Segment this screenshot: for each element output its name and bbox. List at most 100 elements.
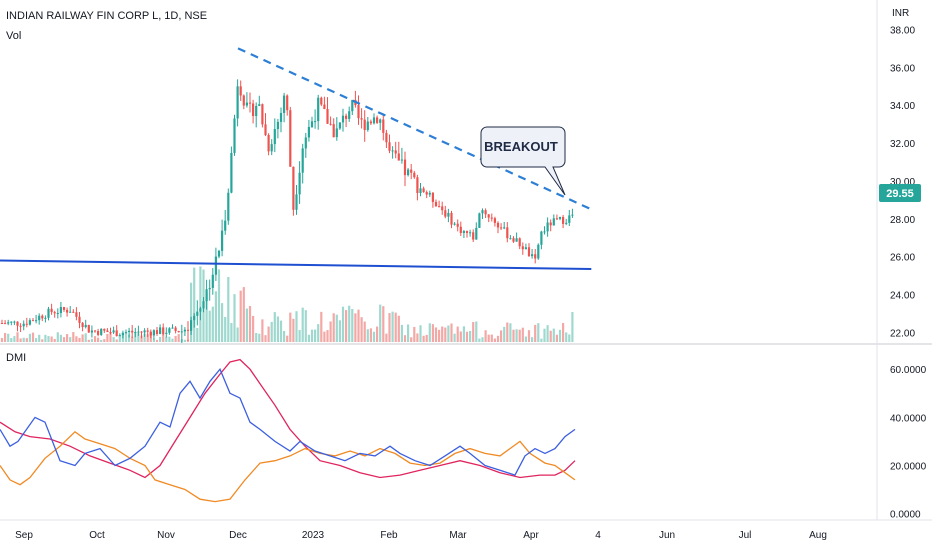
candle-body — [211, 274, 214, 288]
candle-body — [286, 95, 289, 111]
volume-bar — [391, 311, 394, 342]
candle-body — [134, 332, 137, 334]
volume-bar — [332, 313, 335, 342]
volume-bar — [354, 313, 357, 342]
candle-body — [515, 238, 518, 242]
candle-body — [478, 213, 481, 228]
volume-bar — [456, 326, 459, 342]
di-plus-line — [0, 367, 576, 476]
callout-bubble — [480, 126, 566, 196]
candle-body — [518, 238, 521, 247]
volume-bar — [221, 303, 224, 342]
candle-body — [428, 192, 431, 195]
volume-bar — [44, 334, 47, 342]
volume-bar — [329, 321, 332, 342]
volume-bar — [503, 326, 506, 342]
volume-bar — [496, 335, 500, 342]
dmi-axis[interactable]: 0.0000 20.0000 40.0000 60.0000 — [890, 365, 927, 520]
volume-bar — [224, 316, 227, 342]
resistance-trendline[interactable] — [237, 47, 592, 211]
candle-body — [481, 210, 484, 214]
time-tick-label: Dec — [229, 530, 247, 541]
volume-bar — [41, 339, 44, 342]
symbol-title[interactable]: INDIAN RAILWAY FIN CORP L, 1D, NSE — [6, 10, 208, 22]
candle-body — [81, 322, 84, 328]
candle-body — [558, 216, 562, 219]
volume-indicator-label[interactable]: Vol — [6, 30, 22, 42]
candle-body — [47, 308, 50, 318]
volume-bar — [276, 316, 279, 342]
candle-body — [103, 328, 106, 331]
candle-body — [357, 105, 360, 119]
candle-body — [4, 323, 7, 325]
candle-body — [472, 232, 475, 240]
drawing-lines[interactable] — [0, 47, 592, 271]
volume-bar — [13, 336, 16, 342]
candle-body — [252, 103, 255, 117]
candle-body — [397, 153, 400, 161]
volume-bar — [506, 322, 509, 342]
breakout-callout[interactable]: BREAKOUT — [480, 126, 566, 196]
candle-body — [87, 324, 90, 333]
candle-body — [407, 169, 410, 176]
volume-bar — [568, 334, 571, 342]
time-axis[interactable]: Sep Oct Nov Dec 2023 Feb Mar Apr 4 Jun Jul Aug — [15, 530, 827, 541]
candle-body — [453, 223, 456, 225]
candle-body — [307, 126, 310, 138]
volume-bar — [388, 313, 391, 342]
volume-bar — [72, 332, 75, 342]
volume-bar — [431, 324, 434, 342]
volume-bar — [351, 308, 354, 342]
volume-bar — [50, 336, 53, 342]
candle-body — [326, 109, 329, 124]
volume-bar — [7, 333, 10, 342]
candle-body — [456, 223, 459, 227]
dmi-lines — [0, 358, 576, 503]
candle-body — [394, 150, 397, 154]
candle-body — [496, 222, 500, 228]
volume-bar — [493, 338, 496, 342]
candle-body — [62, 307, 66, 310]
volume-bar — [537, 323, 540, 342]
candle-body — [279, 112, 283, 122]
support-line[interactable] — [0, 259, 592, 271]
volume-bar — [472, 322, 475, 342]
candle-body — [100, 328, 103, 335]
last-price-badge: 29.55 — [879, 184, 921, 202]
volume-bar — [59, 334, 62, 342]
candle-body — [546, 222, 549, 232]
candle-body — [7, 322, 10, 324]
candle-body — [441, 206, 444, 211]
volume-bar — [279, 320, 283, 342]
candle-body — [236, 86, 239, 119]
volume-bar — [317, 324, 320, 342]
volume-bar — [490, 334, 493, 342]
candle-body — [59, 307, 62, 313]
candle-body — [540, 231, 543, 245]
volume-bar — [270, 321, 273, 342]
volume-bar — [87, 339, 90, 342]
volume-bar — [261, 319, 264, 342]
volume-bar — [453, 333, 456, 342]
candle-body — [425, 192, 428, 195]
volume-bar — [425, 334, 428, 342]
volume-bar — [549, 330, 552, 342]
candle-body — [261, 104, 264, 125]
volume-bar — [447, 325, 450, 342]
candle-body — [199, 308, 202, 312]
candle-body — [341, 115, 345, 123]
volume-bar — [363, 321, 366, 342]
dmi-indicator-label[interactable]: DMI — [6, 352, 27, 364]
candle-body — [239, 86, 242, 96]
candle-body — [118, 335, 121, 337]
volume-bar — [62, 337, 66, 342]
price-axis[interactable]: 22.00 24.00 26.00 28.00 30.00 32.00 34.00 36.00… — [890, 25, 915, 339]
candle-body — [568, 215, 571, 223]
volume-bar — [543, 328, 546, 342]
volume-bar — [521, 327, 524, 342]
candle-body — [431, 192, 434, 202]
candle-body — [403, 159, 407, 176]
volume-bar — [16, 332, 19, 342]
candle-body — [444, 210, 447, 217]
